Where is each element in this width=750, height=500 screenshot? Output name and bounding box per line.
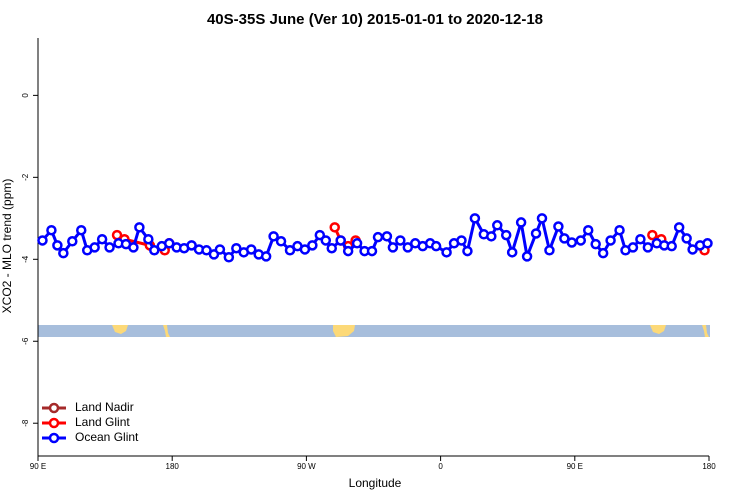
point (530, 228, 542, 239)
point (201, 245, 212, 256)
point (395, 235, 406, 246)
point (284, 245, 296, 256)
x-tick-label: 180 (702, 462, 716, 471)
y-tick-label: -6 (21, 337, 30, 345)
point (128, 242, 139, 253)
point (58, 247, 69, 259)
point (702, 238, 713, 249)
point (681, 233, 692, 244)
point (268, 231, 279, 242)
point (96, 233, 108, 245)
point (163, 238, 175, 249)
point (143, 233, 154, 245)
point (597, 247, 609, 259)
y-tick-label: -8 (21, 419, 30, 427)
point (134, 222, 145, 233)
point (75, 224, 87, 236)
point (372, 231, 384, 243)
point (430, 240, 442, 252)
y-axis-label: XCO2 - MLO trend (ppm) (0, 179, 14, 314)
point (642, 242, 654, 253)
y-tick-label: -2 (21, 173, 30, 181)
legend-label: Ocean Glint (75, 430, 139, 444)
point (299, 244, 311, 255)
point (366, 245, 378, 257)
point (687, 244, 698, 255)
x-tick-label: 90 E (30, 462, 46, 471)
y-tick-label: 0 (21, 93, 30, 98)
point (342, 245, 354, 257)
legend-swatch-point (48, 417, 60, 429)
x-tick-label: 180 (166, 462, 180, 471)
point (605, 235, 616, 246)
legend-swatch-point (48, 402, 60, 414)
point (231, 242, 242, 254)
point (214, 244, 226, 255)
point (387, 242, 399, 253)
point (486, 231, 497, 242)
point (666, 240, 677, 252)
point (515, 217, 527, 228)
point (149, 245, 160, 256)
point (307, 240, 318, 251)
point (582, 224, 594, 236)
point (506, 247, 518, 258)
point (492, 220, 503, 231)
legend-label: Land Nadir (75, 400, 134, 414)
point (402, 242, 414, 253)
point (320, 235, 332, 246)
point (260, 251, 272, 262)
map-strip (38, 325, 710, 337)
point (104, 242, 115, 253)
point (326, 242, 337, 254)
point (223, 251, 235, 263)
point (275, 236, 287, 247)
y-tick-label: -4 (21, 255, 30, 263)
point (245, 244, 257, 255)
point (575, 235, 587, 246)
point (500, 229, 512, 241)
point (462, 245, 473, 257)
legend-swatch-point (48, 432, 60, 444)
x-tick-label: 90 E (567, 462, 583, 471)
point (186, 240, 197, 251)
point (469, 213, 481, 224)
point (590, 238, 601, 250)
legend-label: Land Glint (75, 415, 130, 429)
point (536, 213, 548, 224)
point (335, 235, 346, 246)
point (381, 231, 393, 242)
point (647, 229, 658, 241)
point (46, 224, 57, 236)
point (521, 251, 533, 262)
point (52, 240, 63, 251)
x-tick-label: 90 W (297, 462, 316, 471)
point (441, 247, 452, 258)
point (351, 238, 363, 249)
point (673, 222, 685, 233)
x-tick-label: 0 (438, 462, 443, 471)
point (544, 245, 555, 256)
point (553, 221, 564, 232)
point (89, 242, 100, 253)
x-axis-label: Longitude (349, 476, 402, 490)
point (635, 233, 646, 245)
chart-title: 40S-35S June (Ver 10) 2015-01-01 to 2020… (207, 11, 543, 28)
point (37, 235, 48, 246)
point (329, 222, 340, 233)
point (456, 235, 467, 246)
point (566, 237, 578, 248)
point (67, 236, 78, 247)
point (559, 233, 570, 244)
point (614, 224, 625, 236)
point (627, 242, 639, 253)
